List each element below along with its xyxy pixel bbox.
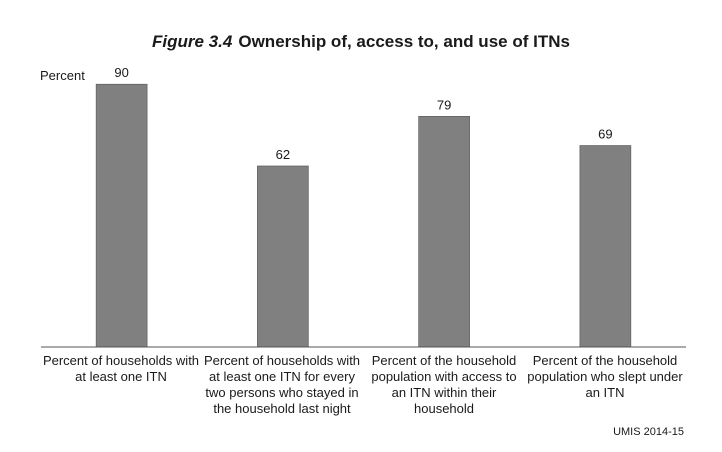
data-label-3: 79: [437, 97, 451, 112]
figure-number: Figure 3.4: [152, 32, 233, 51]
chart-title-text: Ownership of, access to, and use of ITNs: [238, 32, 570, 51]
category-label-3: Percent of the household population with…: [371, 353, 517, 416]
source-note: UMIS 2014-15: [613, 426, 684, 438]
category-label-2: Percent of households with at least one …: [203, 353, 361, 416]
category-label-1: Percent of households with at least one …: [42, 353, 200, 384]
category-label-4: Percent of the household population who …: [527, 353, 683, 400]
bar-1: [95, 83, 148, 348]
chart-title: Figure 3.4 Ownership of, access to, and u…: [0, 32, 722, 52]
bar-3: [418, 116, 470, 348]
data-label-4: 69: [598, 127, 612, 142]
y-axis-label: Percent: [40, 68, 85, 83]
data-label-1: 90: [114, 65, 128, 80]
bar-2: [257, 165, 309, 348]
data-label-2: 62: [276, 147, 290, 162]
bar-4: [579, 145, 632, 348]
